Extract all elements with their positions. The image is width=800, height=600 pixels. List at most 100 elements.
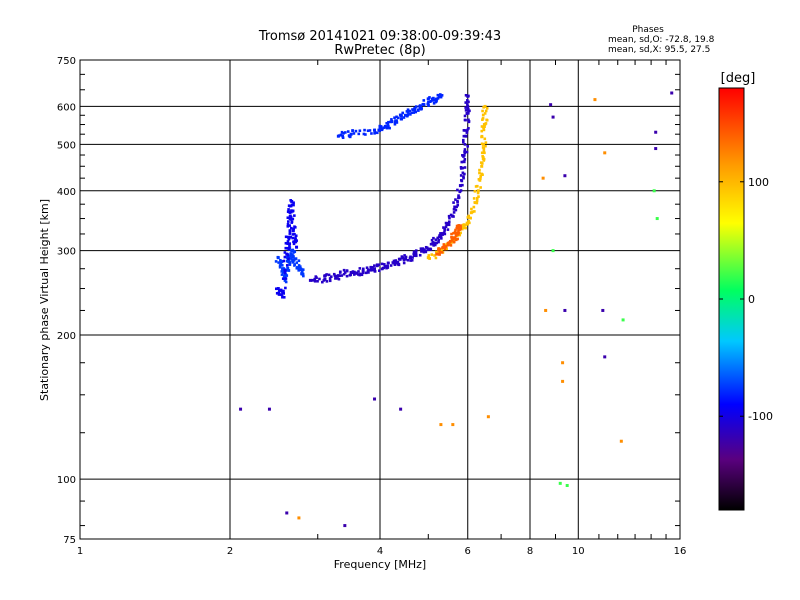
data-point bbox=[482, 128, 486, 132]
data-point bbox=[549, 103, 553, 107]
data-point bbox=[289, 226, 293, 230]
data-point bbox=[284, 280, 288, 284]
data-point bbox=[473, 189, 477, 193]
data-point bbox=[418, 104, 422, 107]
data-point bbox=[459, 227, 463, 230]
data-point bbox=[384, 125, 388, 128]
data-point bbox=[288, 214, 292, 218]
data-point bbox=[280, 260, 284, 263]
echo-points bbox=[239, 91, 674, 528]
data-point bbox=[293, 250, 297, 254]
data-point bbox=[476, 189, 480, 193]
data-point bbox=[462, 176, 465, 180]
data-point bbox=[593, 98, 597, 102]
data-point bbox=[410, 258, 414, 262]
data-point bbox=[439, 95, 443, 99]
data-point bbox=[322, 279, 326, 282]
data-point bbox=[467, 219, 470, 223]
data-point bbox=[284, 246, 288, 250]
data-point bbox=[315, 276, 318, 280]
x-tick-label: 1 bbox=[77, 546, 83, 557]
data-point bbox=[461, 183, 464, 187]
data-point bbox=[291, 229, 295, 233]
data-point bbox=[408, 109, 412, 113]
data-point bbox=[357, 132, 361, 136]
data-point bbox=[480, 164, 484, 168]
data-point bbox=[291, 261, 295, 264]
data-point bbox=[467, 127, 470, 130]
data-point bbox=[360, 273, 364, 277]
data-point bbox=[434, 238, 438, 242]
y-tick-label: 400 bbox=[57, 187, 76, 198]
colorbar bbox=[718, 87, 745, 511]
data-point bbox=[456, 188, 459, 192]
data-point bbox=[450, 232, 453, 236]
data-point bbox=[449, 244, 453, 247]
data-point bbox=[318, 277, 321, 281]
data-point bbox=[410, 111, 413, 115]
data-point bbox=[344, 131, 347, 134]
data-point bbox=[467, 120, 471, 123]
data-point bbox=[412, 250, 416, 254]
data-point bbox=[482, 123, 486, 127]
data-point bbox=[382, 263, 386, 266]
data-point bbox=[433, 243, 437, 247]
x-tick-label: 2 bbox=[227, 546, 233, 557]
data-point bbox=[468, 221, 471, 225]
data-point bbox=[292, 258, 296, 262]
data-point bbox=[436, 236, 440, 240]
data-point bbox=[654, 147, 658, 151]
data-point bbox=[445, 247, 448, 251]
data-point bbox=[302, 274, 305, 278]
data-point bbox=[475, 196, 479, 200]
data-point bbox=[283, 271, 287, 275]
data-point bbox=[311, 278, 315, 282]
phase-box-title: Phases bbox=[632, 25, 664, 35]
data-point bbox=[288, 263, 292, 266]
data-point bbox=[435, 97, 439, 101]
data-point bbox=[399, 407, 403, 411]
data-point bbox=[437, 252, 440, 256]
data-point bbox=[480, 129, 484, 133]
data-point bbox=[377, 128, 381, 132]
data-point bbox=[368, 129, 372, 132]
data-point bbox=[454, 231, 458, 235]
data-point bbox=[342, 272, 346, 276]
data-point bbox=[472, 197, 476, 200]
data-point bbox=[462, 226, 466, 230]
data-point bbox=[278, 265, 282, 269]
data-point bbox=[375, 131, 379, 135]
data-point bbox=[483, 137, 487, 141]
data-point bbox=[480, 135, 483, 139]
data-point bbox=[356, 273, 360, 276]
data-point bbox=[469, 211, 473, 215]
data-point bbox=[285, 269, 289, 272]
data-point bbox=[359, 272, 362, 276]
data-point bbox=[393, 122, 397, 126]
data-point bbox=[400, 255, 404, 258]
data-point bbox=[455, 205, 458, 209]
data-point bbox=[457, 194, 460, 197]
data-point bbox=[286, 266, 289, 270]
data-point bbox=[373, 128, 377, 132]
data-point bbox=[287, 256, 291, 259]
data-point bbox=[351, 270, 355, 273]
series-group bbox=[551, 189, 659, 487]
data-point bbox=[435, 250, 438, 254]
data-point bbox=[281, 291, 284, 294]
data-point bbox=[436, 93, 440, 97]
data-point bbox=[424, 249, 428, 253]
data-point bbox=[376, 264, 379, 268]
data-point bbox=[288, 229, 292, 232]
data-point bbox=[457, 229, 460, 233]
data-point bbox=[392, 259, 396, 263]
data-point bbox=[398, 113, 402, 117]
data-point bbox=[482, 159, 486, 162]
data-point bbox=[292, 242, 296, 246]
data-point bbox=[432, 244, 435, 247]
x-tick-label: 10 bbox=[572, 546, 585, 557]
data-point bbox=[467, 118, 470, 122]
data-point bbox=[313, 279, 317, 283]
data-point bbox=[288, 232, 292, 235]
data-point bbox=[239, 407, 243, 411]
